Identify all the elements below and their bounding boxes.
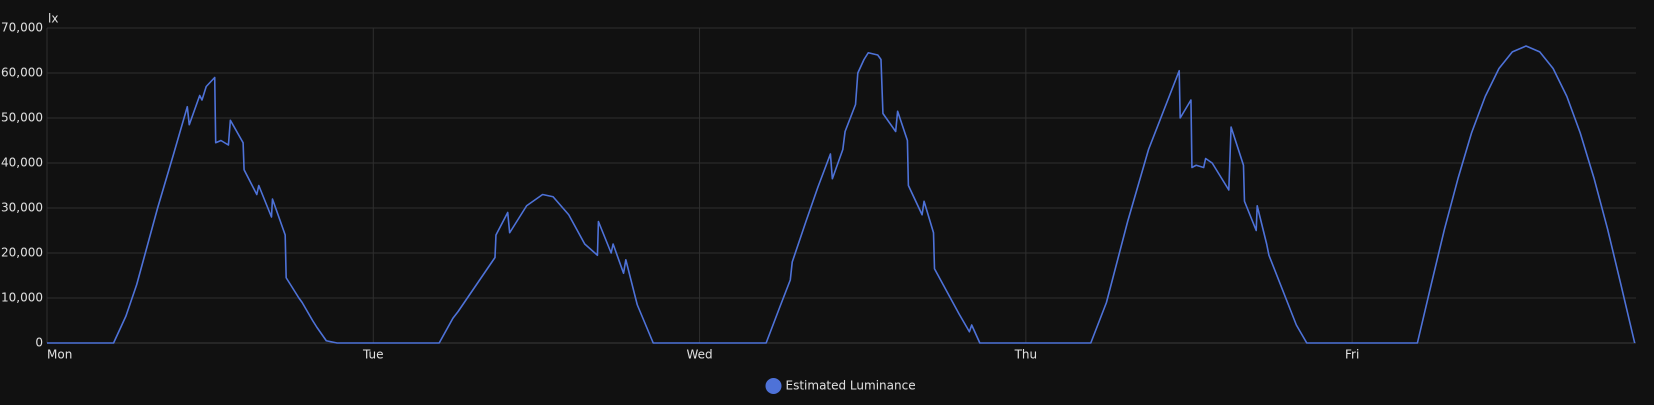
legend-label: Estimated Luminance (786, 379, 916, 393)
legend-marker (765, 378, 782, 394)
y-axis-label: lx (48, 12, 58, 26)
y-tick-label: 30,000 (1, 201, 43, 215)
x-tick-label: Tue (362, 348, 384, 362)
y-tick-label: 50,000 (1, 111, 43, 125)
x-tick-label: Fri (1345, 348, 1359, 362)
y-tick-label: 10,000 (1, 291, 43, 305)
y-tick-label: 0 (35, 336, 43, 350)
y-tick-label: 40,000 (1, 156, 43, 170)
x-tick-label: Thu (1014, 348, 1038, 362)
y-tick-label: 20,000 (1, 246, 43, 260)
y-tick-label: 60,000 (1, 66, 43, 80)
data-line (47, 45, 1636, 344)
y-tick-label: 70,000 (1, 21, 43, 35)
x-tick-label: Mon (47, 348, 72, 362)
x-tick-label: Wed (686, 348, 712, 362)
